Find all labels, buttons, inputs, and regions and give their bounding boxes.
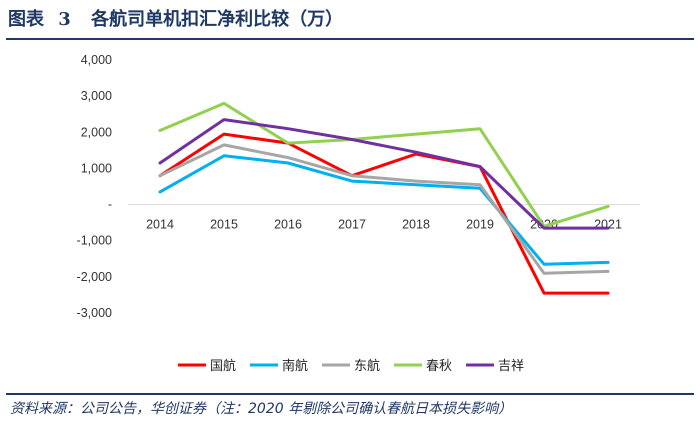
series-lines <box>158 101 610 295</box>
line-chart: 4,0003,0002,0001,000--1,000-2,000-3,000 … <box>77 53 640 374</box>
x-tick-label: 2016 <box>274 218 302 232</box>
figure-label: 图表 <box>8 9 44 30</box>
chart-title: 图表 3 各航司单机扣汇净利比较（万） <box>8 6 343 34</box>
series-line-吉祥 <box>158 118 610 230</box>
x-tick-label: 2017 <box>338 218 366 232</box>
top-rule <box>6 38 694 40</box>
legend-label: 国航 <box>210 358 236 374</box>
bottom-rule <box>6 393 694 395</box>
figure-title: 各航司单机扣汇净利比较（万） <box>91 9 344 30</box>
y-tick-label: - <box>108 198 112 212</box>
series-line-南航 <box>158 154 610 266</box>
legend-label: 春秋 <box>426 359 452 374</box>
series-line-春秋 <box>158 101 610 228</box>
y-tick-label: 3,000 <box>81 89 112 103</box>
x-tick-label: 2014 <box>146 218 174 232</box>
legend-label: 东航 <box>354 358 380 374</box>
x-tick-label: 2015 <box>210 218 238 232</box>
source-note: 资料来源：公司公告，华创证券（注：2020 年剔除公司确认春航日本损失影响） <box>10 401 513 417</box>
series-line-东航 <box>158 143 610 275</box>
legend-label: 南航 <box>282 358 308 374</box>
y-tick-label: -1,000 <box>77 234 112 248</box>
y-tick-label: 4,000 <box>81 53 112 67</box>
y-tick-label: 1,000 <box>81 161 112 175</box>
x-tick-label: 2018 <box>402 218 430 232</box>
figure-number: 3 <box>58 9 71 30</box>
legend-label: 吉祥 <box>498 359 524 374</box>
y-tick-label: -2,000 <box>77 270 112 284</box>
y-axis: 4,000 3,000 2,000 1,000 - -1,000 -2,000 -3,000 <box>77 53 113 320</box>
y-tick-label: -3,000 <box>77 306 112 320</box>
legend: 国航 南航 东航 春秋 吉祥 <box>178 358 524 374</box>
series-line-国航 <box>158 132 610 295</box>
x-tick-label: 2019 <box>466 218 494 232</box>
y-tick-label: 2,000 <box>81 125 112 139</box>
